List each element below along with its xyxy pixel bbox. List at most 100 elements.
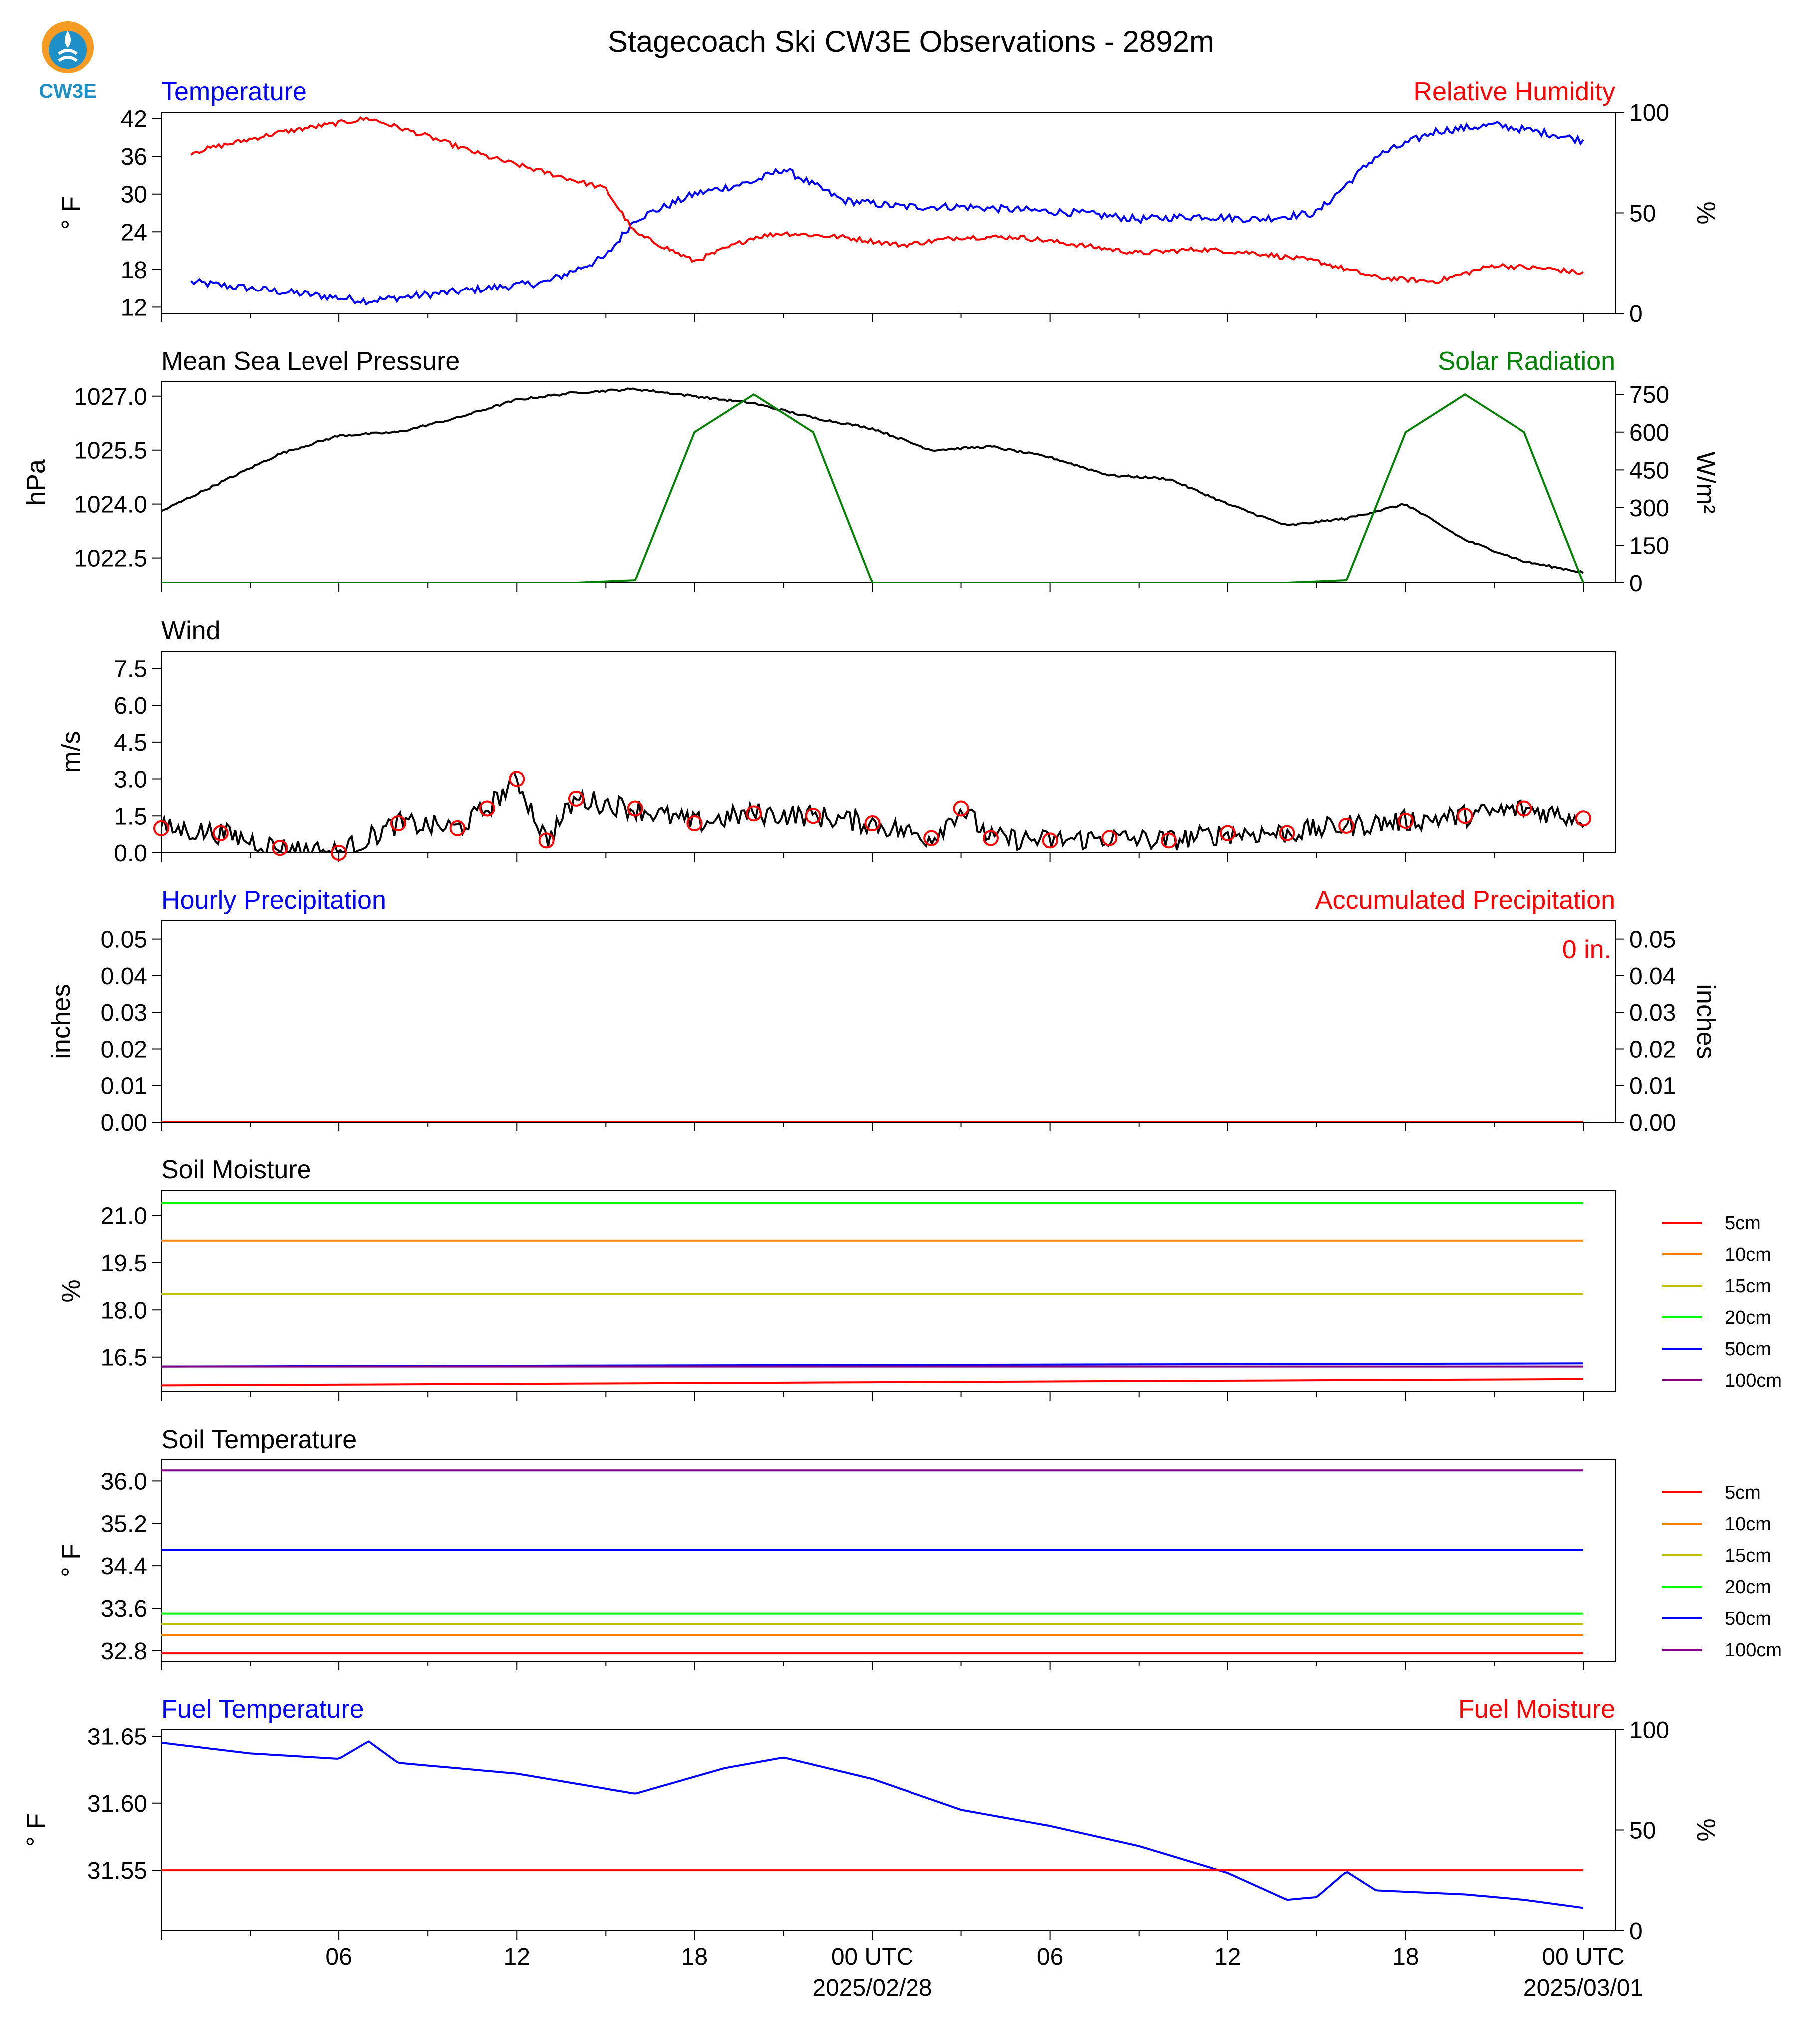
panel-title-left: Soil Moisture xyxy=(161,1156,311,1184)
ylabel-left: m/s xyxy=(57,731,86,773)
legend-label: 5cm xyxy=(1725,1213,1761,1234)
series-line-solar-radiation xyxy=(161,393,1584,583)
wind-direction-marker xyxy=(1575,810,1591,827)
panel-title-left: Hourly Precipitation xyxy=(161,886,386,915)
series-line-relative-humidity xyxy=(190,116,1584,285)
panel-title-right: Solar Radiation xyxy=(1438,347,1615,376)
panel-temperature: Temperature Relative Humidity 42 36 30 24 18 12… xyxy=(57,77,1720,327)
ytick-label-left: 1.5 xyxy=(114,803,147,830)
ytick-label-left: 32.8 xyxy=(101,1638,147,1665)
ytick-label-left: 16.5 xyxy=(101,1345,147,1371)
ytick-label-left: 0.0 xyxy=(114,840,147,867)
wind-direction-marker xyxy=(1397,813,1414,829)
ytick-label-left: 7.5 xyxy=(114,656,147,682)
ytick-label-left: 4.5 xyxy=(114,730,147,756)
wind-direction-marker xyxy=(1042,832,1058,849)
panel-precip: Hourly Precipitation Accumulated Precipit… xyxy=(47,886,1720,1136)
legend-label: 20cm xyxy=(1725,1307,1771,1328)
ylabel-right: % xyxy=(1691,1818,1720,1841)
wind-direction-marker xyxy=(1279,825,1295,841)
wind-direction-marker xyxy=(627,800,643,817)
wind-direction-marker xyxy=(746,805,762,822)
ytick-label-right: 50 xyxy=(1629,201,1656,227)
ytick-label-left: 3.0 xyxy=(114,767,147,793)
panel-soil-temp: Soil Temperature 36.0 35.2 34.4 33.6 32.8 ° F 5… xyxy=(57,1425,1782,1670)
ytick-label-right: 0.05 xyxy=(1629,927,1676,953)
wind-direction-marker xyxy=(212,825,229,841)
wind-direction-marker xyxy=(1101,830,1118,846)
series-line-mean-sea-level-pressure xyxy=(161,387,1584,574)
ytick-label-left: 0.00 xyxy=(101,1110,147,1136)
ylabel-left: % xyxy=(57,1279,86,1302)
series-line-fuel-temperature xyxy=(161,1740,1584,1909)
panel-title-right: Relative Humidity xyxy=(1413,77,1615,106)
wind-direction-marker xyxy=(953,800,969,817)
ytick-label-left: 1025.5 xyxy=(74,438,147,464)
date-label: 2025/03/01 xyxy=(1523,1975,1643,2001)
legend-label: 5cm xyxy=(1725,1482,1761,1503)
wind-direction-marker xyxy=(1457,808,1473,824)
ytick-label-left: 31.65 xyxy=(87,1724,147,1750)
ylabel-right: W/m² xyxy=(1691,451,1720,513)
ytick-label-left: 0.05 xyxy=(101,927,147,953)
legend-label: 10cm xyxy=(1725,1514,1771,1535)
xtick-label: 06 xyxy=(325,1944,352,1970)
ytick-label-right: 150 xyxy=(1629,533,1669,559)
ytick-label-left: 0.04 xyxy=(101,963,147,990)
legend-label: 10cm xyxy=(1725,1244,1771,1265)
panel-frame xyxy=(161,651,1616,853)
panel-title-right: Fuel Moisture xyxy=(1458,1695,1615,1724)
ylabel-left: hPa xyxy=(22,459,51,506)
ytick-label-right: 0.04 xyxy=(1629,963,1676,990)
ylabel-right: inches xyxy=(1691,984,1720,1059)
wind-direction-marker xyxy=(923,830,940,846)
panel-soil-moisture: Soil Moisture 21.0 19.5 18.0 16.5% 5cm 10cm 15c… xyxy=(57,1156,1782,1401)
ytick-label-right: 0.00 xyxy=(1629,1110,1676,1136)
wind-direction-marker xyxy=(1219,825,1236,841)
logo-text: CW3E xyxy=(39,80,97,102)
panel-fuel: Fuel Temperature Fuel Moisture 31.65 31.60 3… xyxy=(22,1695,1720,1945)
panel-frame xyxy=(161,1459,1616,1662)
wind-direction-marker xyxy=(1338,817,1355,834)
wind-direction-marker xyxy=(982,830,999,846)
ytick-label-right: 100 xyxy=(1629,100,1669,126)
ytick-label-left: 36 xyxy=(121,144,147,170)
wind-direction-marker xyxy=(538,832,555,849)
xtick-label: 00 UTC xyxy=(831,1944,913,1970)
ylabel-left: ° F xyxy=(57,196,86,230)
ytick-label-left: 1027.0 xyxy=(74,384,147,410)
ytick-label-left: 35.2 xyxy=(101,1511,147,1537)
panel-wind: Wind 7.5 6.0 4.5 3.0 1.5 0.0 m/s xyxy=(57,616,1616,867)
ytick-label-right: 450 xyxy=(1629,457,1669,484)
accumulated-total-label: 0 in. xyxy=(1562,935,1611,964)
wind-direction-marker xyxy=(331,845,347,861)
ytick-label-left: 31.55 xyxy=(87,1858,147,1884)
ytick-label-left: 19.5 xyxy=(101,1250,147,1277)
wind-direction-marker xyxy=(479,800,495,817)
panel-title-left: Soil Temperature xyxy=(161,1425,357,1454)
legend-label: 15cm xyxy=(1725,1545,1771,1566)
ytick-label-left: 0.02 xyxy=(101,1036,147,1063)
wind-direction-marker xyxy=(864,815,881,832)
ytick-label-left: 12 xyxy=(121,294,147,321)
ytick-label-right: 300 xyxy=(1629,495,1669,522)
wind-direction-marker xyxy=(449,820,466,836)
series-line-5cm xyxy=(161,1378,1584,1387)
series-line-temperature xyxy=(190,121,1584,306)
ytick-label-left: 31.60 xyxy=(87,1791,147,1817)
ytick-label-left: 21.0 xyxy=(101,1203,147,1229)
ytick-label-left: 18 xyxy=(121,257,147,284)
legend-label: 100cm xyxy=(1725,1370,1782,1391)
ytick-label-right: 600 xyxy=(1629,420,1669,446)
wind-direction-marker xyxy=(153,820,169,836)
panel-frame xyxy=(161,1190,1616,1392)
ytick-label-left: 0.01 xyxy=(101,1073,147,1100)
ytick-label-left: 30 xyxy=(121,182,147,208)
ytick-label-right: 0 xyxy=(1629,1918,1643,1945)
x-axis-labels: 06 12 18 00 UTC 06 12 18 00 UTC 2025/02/28 2025/0… xyxy=(325,1944,1643,2001)
ytick-label-left: 18.0 xyxy=(101,1297,147,1324)
ytick-label-left: 1022.5 xyxy=(74,546,147,572)
ytick-label-left: 36.0 xyxy=(101,1468,147,1495)
legend-label: 20cm xyxy=(1725,1577,1771,1598)
